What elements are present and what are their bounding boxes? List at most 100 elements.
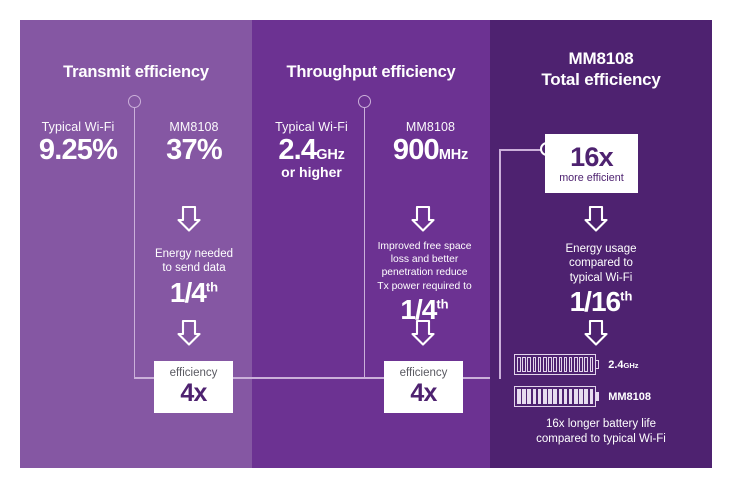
throughput-column-title: Throughput efficiency xyxy=(286,63,456,81)
transmit-arrow-down-1 xyxy=(136,206,252,237)
transmit-fraction-value: 1/4 xyxy=(169,276,207,308)
battery-cell xyxy=(563,357,568,372)
throughput-metric-mm8108: MM8108 900MHz xyxy=(371,120,490,181)
battery-row-mm8108: MM8108 xyxy=(514,386,651,407)
transmit-metrics-row: Typical Wi-Fi 9.25% MM8108 37% xyxy=(20,120,252,165)
transmit-connector-circle xyxy=(128,95,141,108)
total-connector-horizontal xyxy=(499,149,547,151)
transmit-column-title: Transmit efficiency xyxy=(63,63,209,81)
total-title-line2: Total efficiency xyxy=(541,70,661,90)
throughput-fraction-value: 1/4 xyxy=(400,293,437,325)
transmit-typical-wifi-label: Typical Wi-Fi xyxy=(41,120,115,134)
battery-tip-mm8108 xyxy=(596,392,600,401)
transmit-efficiency-card: efficiency 4x xyxy=(154,361,233,414)
battery-cell xyxy=(542,389,547,404)
battery-cell xyxy=(584,357,589,372)
battery-cell xyxy=(579,389,583,404)
battery-caption-line2: compared to typical Wi-Fi xyxy=(536,432,666,445)
battery-cell xyxy=(558,389,563,404)
battery-cell xyxy=(568,389,573,404)
battery-row-wifi: 2.4GHz xyxy=(514,354,639,375)
throughput-mm8108-label: MM8108 xyxy=(405,120,456,134)
total-note: Energy usage compared to typical Wi-Fi 1… xyxy=(490,242,712,318)
throughput-typical-wifi-unit: GHz xyxy=(316,147,345,163)
battery-caption-line1: 16x longer battery life xyxy=(546,418,656,430)
transmit-arrow-down-2 xyxy=(136,320,252,351)
throughput-typical-wifi-number: 2.4 xyxy=(278,134,317,166)
total-note-line3: typical Wi-Fi xyxy=(569,271,633,284)
battery-cell xyxy=(553,389,557,404)
transmit-note-line2: to send data xyxy=(162,262,226,275)
battery-cells-wifi xyxy=(514,354,597,375)
throughput-arrow-down-1 xyxy=(366,206,490,237)
transmit-note-line1: Energy needed xyxy=(154,248,233,260)
throughput-note-line4: Tx power required to xyxy=(377,280,472,292)
battery-cell xyxy=(568,357,573,372)
throughput-efficiency-card-value: 4x xyxy=(410,378,437,407)
battery-cell xyxy=(574,357,578,372)
battery-cell xyxy=(527,389,531,404)
battery-icon-mm8108 xyxy=(514,386,600,407)
battery-cell xyxy=(553,357,557,372)
battery-cell xyxy=(548,357,552,372)
battery-cell xyxy=(537,357,542,372)
column-throughput-efficiency: Throughput efficiency Typical Wi-Fi 2.4G… xyxy=(251,20,492,468)
transmit-connector-vertical xyxy=(133,108,136,378)
total-title-line1: MM8108 xyxy=(568,49,634,68)
throughput-note-line2: loss and better xyxy=(390,254,459,266)
battery-cell xyxy=(532,357,537,372)
throughput-mm8108-value: 900MHz xyxy=(371,135,490,165)
battery-label-wifi-value: 2.4 xyxy=(608,358,624,371)
throughput-connector-circle xyxy=(358,95,371,108)
throughput-efficiency-card: efficiency 4x xyxy=(384,361,463,414)
transmit-mm8108-label: MM8108 xyxy=(169,120,219,134)
throughput-fraction: 1/4th xyxy=(362,293,487,326)
battery-cell xyxy=(537,389,542,404)
transmit-note: Energy needed to send data 1/4th xyxy=(136,247,252,309)
throughput-note-line3: penetration reduce xyxy=(381,267,468,279)
battery-cell xyxy=(589,389,594,404)
transmit-fraction-suffix: th xyxy=(205,279,219,295)
battery-label-mm8108: MM8108 xyxy=(608,390,652,403)
battery-cell xyxy=(563,389,568,404)
total-arrow-down-1 xyxy=(490,206,712,237)
total-efficiency-card-value: 16x xyxy=(570,142,613,172)
throughput-typical-wifi-value: 2.4GHz xyxy=(252,135,371,165)
total-fraction-value: 1/16 xyxy=(569,286,621,318)
throughput-metrics-row: Typical Wi-Fi 2.4GHz or higher MM8108 90… xyxy=(252,120,490,181)
battery-cell xyxy=(589,357,594,372)
battery-cell xyxy=(532,389,537,404)
total-efficiency-card-label: more efficient xyxy=(559,172,624,185)
battery-tip-wifi xyxy=(596,360,600,369)
column-total-efficiency: MM8108 Total efficiency 16x more efficie… xyxy=(490,20,712,468)
total-fraction-suffix: th xyxy=(620,288,633,304)
transmit-fraction: 1/4th xyxy=(136,276,252,309)
battery-cell xyxy=(522,389,526,404)
battery-cell xyxy=(548,389,552,404)
battery-cell xyxy=(574,389,578,404)
total-efficiency-card: 16x more efficient xyxy=(545,134,638,194)
battery-cell xyxy=(517,357,521,372)
infographic-container: Transmit efficiency Typical Wi-Fi 9.25% … xyxy=(20,20,712,468)
transmit-typical-wifi-value: 9.25% xyxy=(38,134,118,166)
total-fraction: 1/16th xyxy=(490,286,712,318)
transmit-mm8108-value: 37% xyxy=(166,134,222,166)
total-arrow-down-2 xyxy=(490,320,712,351)
throughput-mm8108-number: 900 xyxy=(392,134,440,166)
throughput-connector-vertical xyxy=(363,108,366,378)
throughput-typical-wifi-label: Typical Wi-Fi xyxy=(275,120,348,134)
transmit-metric-typical-wifi: Typical Wi-Fi 9.25% xyxy=(20,120,136,165)
throughput-fraction-suffix: th xyxy=(436,296,449,312)
throughput-efficiency-card-label: efficiency xyxy=(399,367,448,379)
battery-caption: 16x longer battery life compared to typi… xyxy=(490,417,712,447)
total-connector-vertical xyxy=(499,149,501,378)
transmit-efficiency-card-label: efficiency xyxy=(169,367,218,379)
battery-label-wifi: 2.4GHz xyxy=(608,359,638,371)
battery-cell xyxy=(558,357,563,372)
battery-cell xyxy=(542,357,547,372)
throughput-typical-wifi-sub: or higher xyxy=(281,164,342,181)
total-note-line1: Energy usage xyxy=(565,243,637,255)
battery-icon-wifi xyxy=(514,354,600,375)
column-transmit-efficiency: Transmit efficiency Typical Wi-Fi 9.25% … xyxy=(20,20,254,468)
transmit-metric-mm8108: MM8108 37% xyxy=(136,120,252,165)
